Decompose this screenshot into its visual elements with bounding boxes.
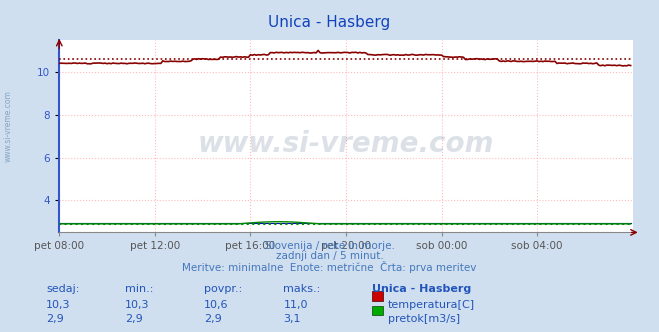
Text: www.si-vreme.com: www.si-vreme.com [198, 130, 494, 158]
Text: 10,3: 10,3 [125, 300, 150, 310]
Text: www.si-vreme.com: www.si-vreme.com [4, 90, 13, 162]
Text: pretok[m3/s]: pretok[m3/s] [388, 314, 460, 324]
Text: sedaj:: sedaj: [46, 284, 80, 294]
Text: 2,9: 2,9 [46, 314, 64, 324]
Text: 3,1: 3,1 [283, 314, 301, 324]
Text: 2,9: 2,9 [204, 314, 222, 324]
Text: povpr.:: povpr.: [204, 284, 243, 294]
Text: Unica - Hasberg: Unica - Hasberg [268, 15, 391, 30]
Text: 11,0: 11,0 [283, 300, 308, 310]
Text: 10,6: 10,6 [204, 300, 229, 310]
Text: temperatura[C]: temperatura[C] [388, 300, 475, 310]
Text: min.:: min.: [125, 284, 154, 294]
Text: 2,9: 2,9 [125, 314, 143, 324]
Text: 10,3: 10,3 [46, 300, 71, 310]
Text: maks.:: maks.: [283, 284, 321, 294]
Text: Slovenija / reke in morje.: Slovenija / reke in morje. [264, 241, 395, 251]
Text: Unica - Hasberg: Unica - Hasberg [372, 284, 472, 294]
Text: zadnji dan / 5 minut.: zadnji dan / 5 minut. [275, 251, 384, 261]
Text: Meritve: minimalne  Enote: metrične  Črta: prva meritev: Meritve: minimalne Enote: metrične Črta:… [183, 261, 476, 273]
